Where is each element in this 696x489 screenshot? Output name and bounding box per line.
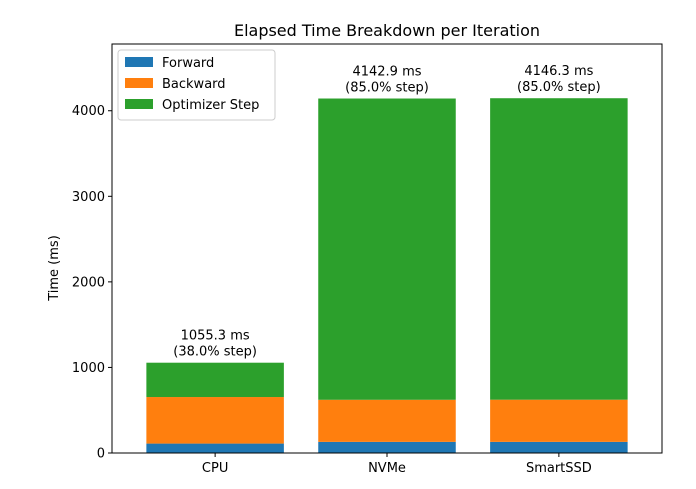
y-tick-label: 3000: [72, 190, 105, 205]
legend-box: [117, 49, 276, 121]
y-tick-label: 2000: [72, 275, 105, 290]
data-label-step-percent: (38.0% step): [173, 345, 257, 360]
bars-group: [146, 98, 628, 453]
bar-backward-smartssd: [490, 399, 628, 442]
data-label-total: 4146.3 ms: [524, 64, 593, 79]
x-tick-label: SmartSSD: [526, 461, 592, 476]
bar-forward-cpu: [146, 443, 284, 453]
legend-label: Backward: [162, 77, 226, 92]
bar-optimizer-step-smartssd: [490, 98, 628, 400]
data-label-total: 4142.9 ms: [352, 65, 421, 80]
legend-swatch-optimizer-step: [125, 99, 153, 109]
y-axis: 0 1000 2000 3000 4000: [72, 104, 112, 462]
bar-optimizer-step-cpu: [146, 362, 284, 398]
data-label-step-percent: (85.0% step): [345, 81, 429, 96]
y-tick-label: 1000: [72, 361, 105, 376]
y-axis-label: Time (ms): [47, 235, 62, 302]
plot-frame: [111, 43, 663, 454]
data-labels-group: 1055.3 ms(38.0% step)4142.9 ms(85.0% ste…: [173, 64, 600, 359]
x-tick-label: CPU: [202, 461, 228, 476]
legend: Forward Backward Optimizer Step: [117, 49, 276, 121]
chart-title: Elapsed Time Breakdown per Iteration: [234, 21, 540, 40]
y-tick-label: 0: [97, 447, 105, 462]
bar-forward-nvme: [318, 441, 456, 453]
data-label-total: 1055.3 ms: [181, 329, 250, 344]
legend-label: Optimizer Step: [162, 98, 259, 113]
x-axis: CPU NVMe SmartSSD: [202, 453, 592, 476]
bar-optimizer-step-nvme: [318, 98, 456, 400]
legend-swatch-backward: [125, 78, 153, 88]
data-label-step-percent: (85.0% step): [517, 80, 601, 95]
bar-forward-smartssd: [490, 441, 628, 453]
y-tick-label: 4000: [72, 104, 105, 119]
legend-label: Forward: [162, 56, 214, 71]
legend-swatch-forward: [125, 57, 153, 67]
bar-backward-cpu: [146, 397, 284, 444]
x-tick-label: NVMe: [368, 461, 406, 476]
bar-backward-nvme: [318, 399, 456, 442]
